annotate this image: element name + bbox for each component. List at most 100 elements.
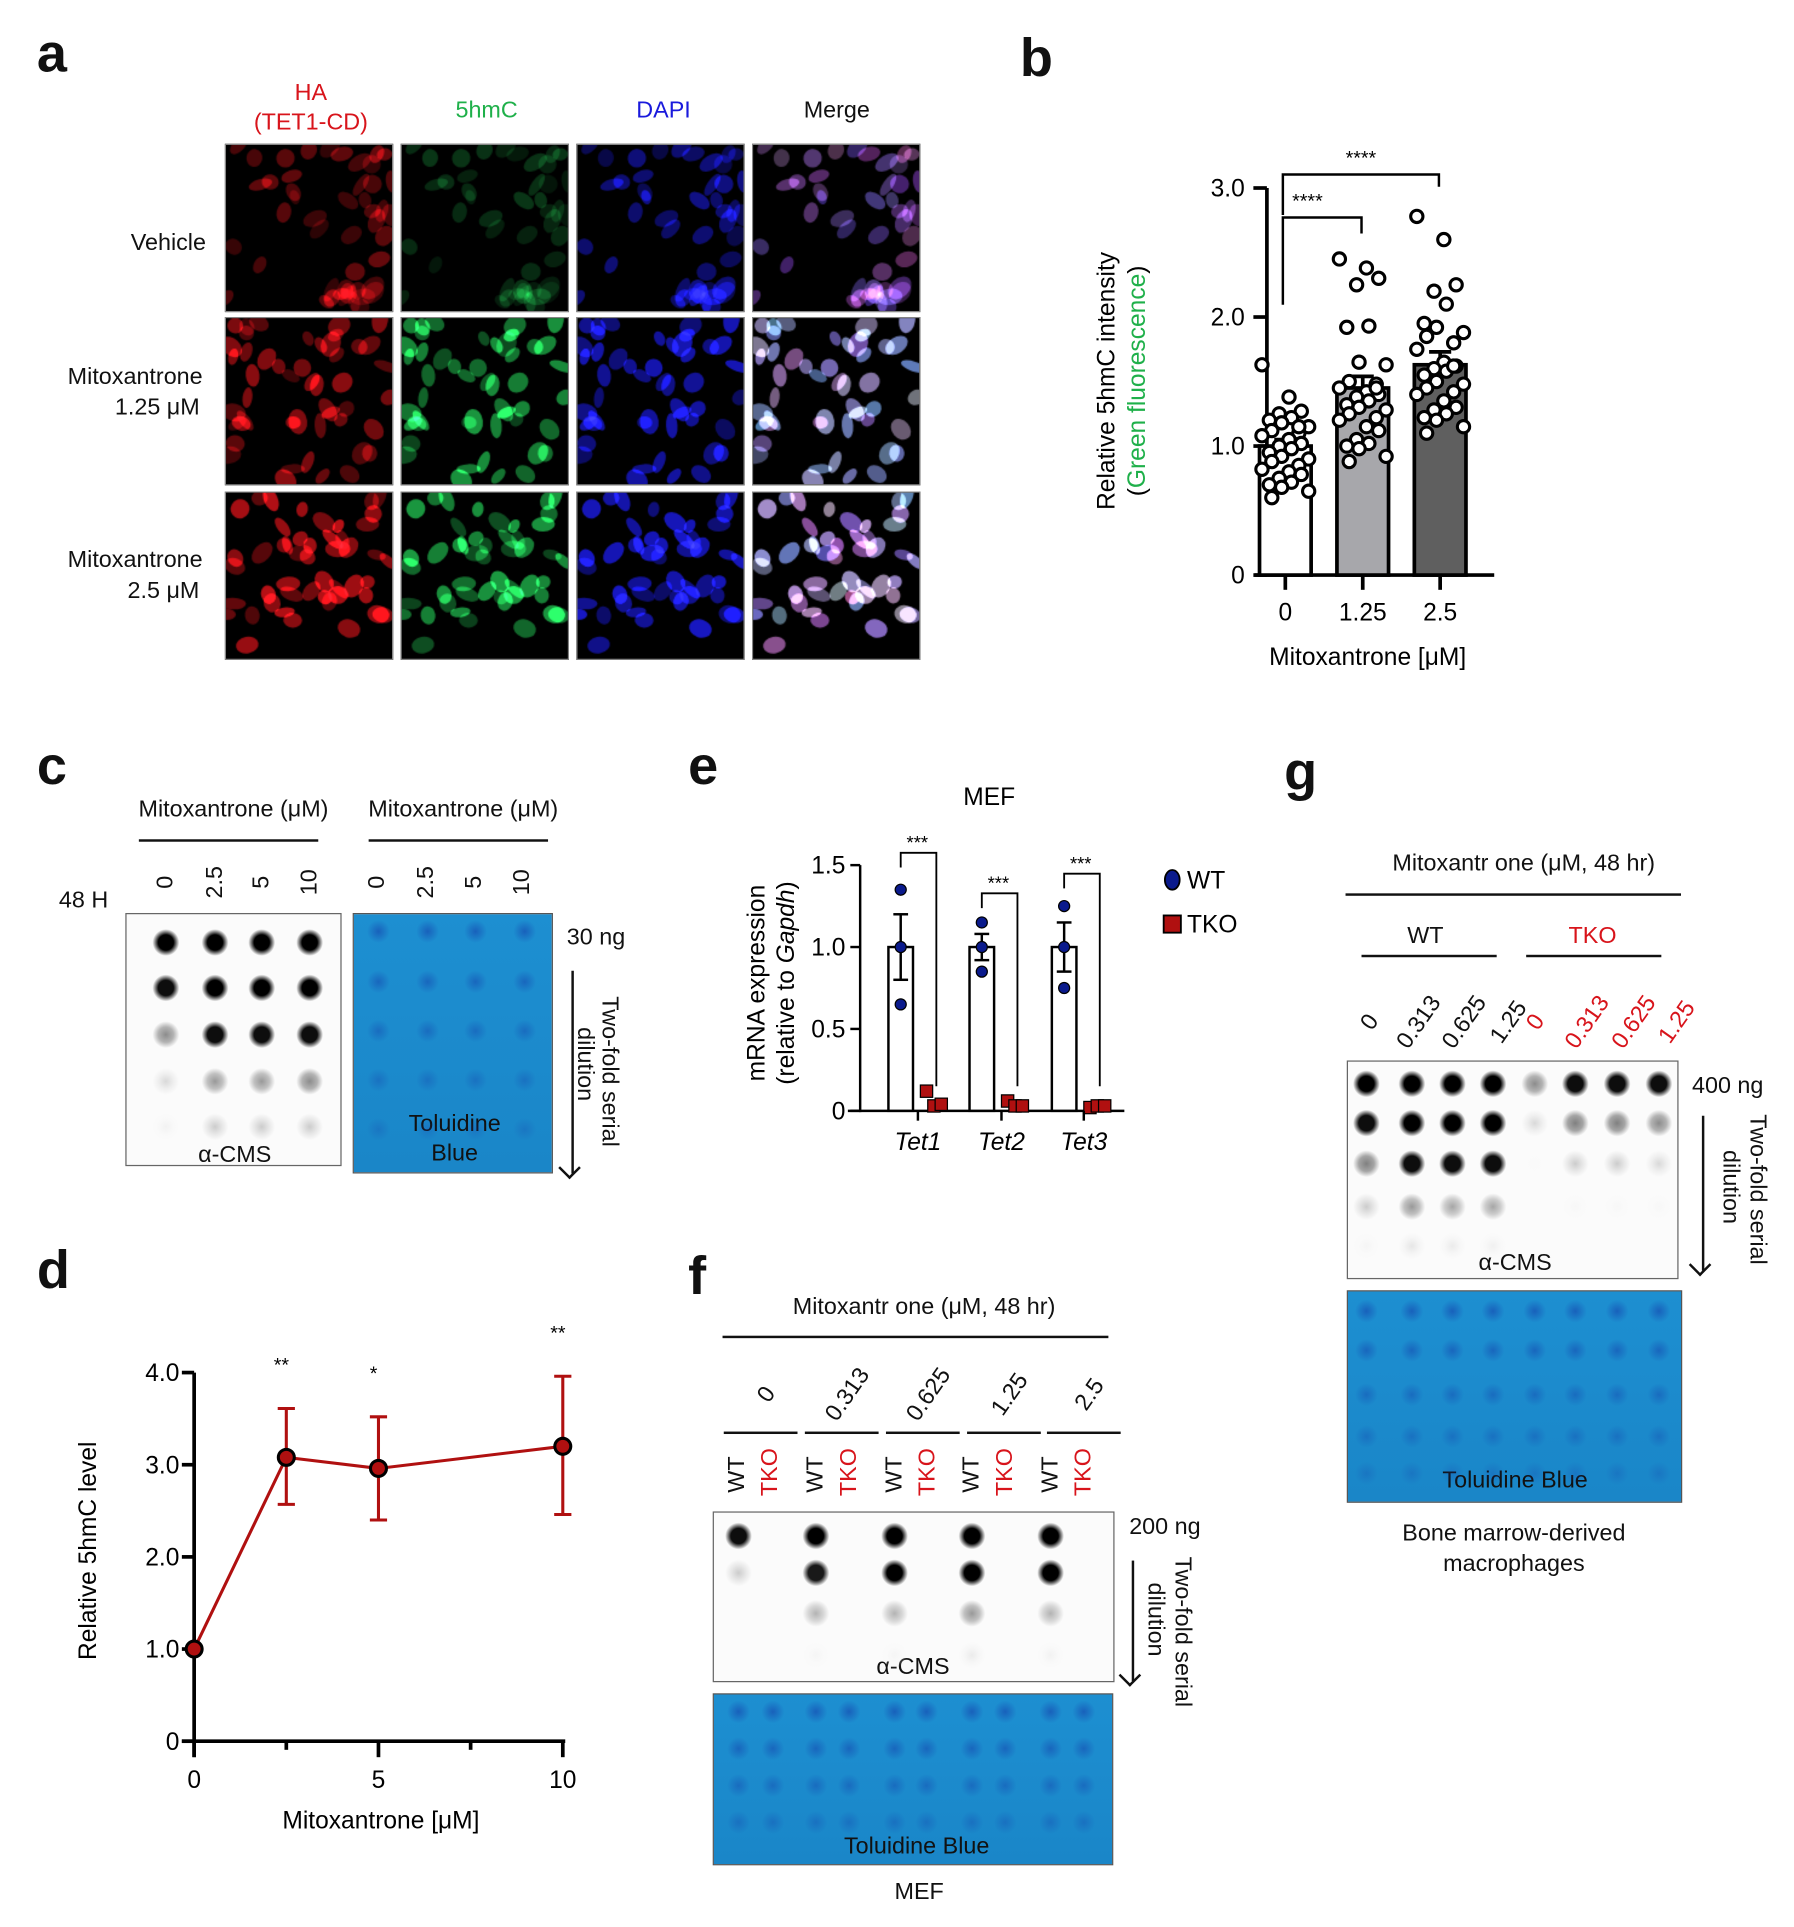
g-toluidine-dot (1645, 1381, 1673, 1409)
f-dot-blot: α-CMS (712, 1511, 1115, 1683)
f-blot-dot (958, 1641, 986, 1669)
f-tko-label: TKO (757, 1448, 784, 1497)
row-label-vehicle: Vehicle (130, 230, 206, 257)
f-wt-label: WT (881, 1456, 908, 1493)
g-toluidine-dot (1521, 1459, 1549, 1487)
g-amount: 400 ng (1691, 1073, 1764, 1100)
chart-d: 01.02.03.04.00 5 10** ***Mitoxantrone [μM]R… (75, 1322, 577, 1834)
g-caption-1: Bone marrow-derived (1402, 1520, 1626, 1547)
g-blot-dot (1479, 1150, 1507, 1178)
b-data-point (1348, 277, 1365, 293)
f-toluidine-dot (759, 1698, 787, 1726)
b-data-point (1409, 208, 1425, 225)
f-toluidine-dot (724, 1771, 753, 1799)
b-data-point (1261, 477, 1278, 493)
c-blot-dot (152, 1021, 180, 1049)
c-blot-dot (248, 974, 276, 1002)
c-blot-dot (296, 974, 324, 1002)
b-data-point (1436, 231, 1452, 248)
f-toluidine-blot: Toluidine Blue (712, 1693, 1114, 1866)
chart-e: MEF 0 0.5 1.0 1.5 Tet1 *** Tet2 *** Tet3 *** WT TKO m… (743, 784, 1237, 1156)
g-toluidine-dot (1561, 1336, 1589, 1364)
f-dose-rule (723, 1431, 798, 1435)
b-y-tick-label: 0 (1231, 563, 1245, 590)
g-blot-dot (1479, 1070, 1507, 1098)
f-stain-label: Toluidine Blue (843, 1833, 990, 1860)
d-y-tick-label: 2.0 (145, 1544, 179, 1571)
c-blot-dot (152, 928, 180, 957)
g-toluidine-dot (1352, 1422, 1380, 1450)
f-tko-label: TKO (836, 1448, 863, 1497)
b-data-point (1448, 277, 1464, 293)
b-data-point (1351, 440, 1367, 457)
e-y-tick-label: 1.0 (811, 935, 845, 962)
f-toluidine-dot (802, 1771, 830, 1799)
b-data-point (1339, 438, 1355, 454)
g-blot-dot (1645, 1070, 1673, 1098)
b-data-point (1416, 409, 1432, 426)
micrograph-ha-row3 (224, 491, 394, 660)
g-toluidine-dot (1561, 1422, 1589, 1450)
b-data-point (1428, 319, 1445, 336)
g-toluidine-dot (1561, 1381, 1589, 1409)
c-header-right: Mitoxantrone (μM) (368, 796, 559, 823)
f-toluidine-dot (912, 1698, 941, 1726)
micrograph-ha-row1 (224, 143, 394, 313)
c-blot-dot (152, 1113, 180, 1141)
b-data-point (1273, 415, 1290, 431)
g-toluidine-dot (1603, 1297, 1631, 1325)
b-data-point (1341, 453, 1357, 470)
g-blot-dot (1438, 1150, 1466, 1178)
f-toluidine-dot (724, 1808, 753, 1836)
f-blot-dot (724, 1559, 753, 1587)
d-data-point (368, 1458, 388, 1478)
b-data-point (1445, 384, 1462, 400)
c-down-arrow-icon (571, 970, 574, 1174)
f-header-rule (722, 1335, 1109, 1339)
g-toluidine-dot (1645, 1422, 1673, 1450)
e-significance-bracket (980, 892, 1019, 1087)
g-blot-dot (1521, 1109, 1549, 1137)
f-dose-rule (1046, 1431, 1121, 1435)
e-wt-point (1057, 940, 1071, 954)
g-blot-dot (1603, 1150, 1631, 1178)
g-toluidine-dot (1521, 1297, 1549, 1325)
b-x-tick-label: 1.25 (1339, 600, 1387, 627)
g-toluidine-dot (1398, 1297, 1426, 1325)
panel-a-letter: a (36, 23, 67, 84)
g-toluidine-dot (1479, 1336, 1507, 1364)
micrograph-dapi-row3 (576, 491, 745, 660)
micrograph-merge-row2 (752, 317, 921, 486)
g-toluidine-dot (1521, 1381, 1549, 1409)
f-header: Mitoxantr one (μM, 48 hr) (792, 1294, 1056, 1321)
ha-header-sub: (TET1-CD) (253, 109, 368, 136)
c-rule-right (368, 839, 549, 842)
c-blot-dot (201, 928, 229, 957)
e-x-tick-label: Tet2 (978, 1129, 1025, 1156)
f-toluidine-dot (1070, 1771, 1098, 1799)
f-toluidine-dot (724, 1735, 753, 1763)
g-header: Mitoxantr one (μM, 48 hr) (1392, 850, 1656, 877)
c-blot-dot (296, 928, 324, 957)
d-y-tick-label: 1.0 (145, 1637, 179, 1664)
c-rule-left (138, 839, 319, 842)
d-data-point (184, 1639, 204, 1659)
dapi-header: DAPI (636, 97, 691, 124)
f-blot-dot (958, 1559, 986, 1587)
e-legend-wt-marker (1163, 869, 1181, 891)
c-toluidine-dot (511, 968, 539, 996)
merge-header: Merge (803, 97, 870, 124)
b-data-point (1455, 324, 1472, 341)
f-blot-dot (1037, 1641, 1065, 1669)
f-toluidine-dot (958, 1698, 986, 1726)
f-blot-dot (1037, 1599, 1065, 1627)
d-x-tick-label: 5 (372, 1767, 386, 1794)
b-data-point (1418, 425, 1435, 441)
g-blot-dot (1479, 1232, 1507, 1260)
e-wt-point (894, 940, 907, 954)
e-tko-point (934, 1097, 949, 1112)
b-y-axis-label: Relative 5hmC intensity (1094, 251, 1121, 510)
c-stain-dose-label: 0 (364, 875, 391, 889)
b-data-point (1291, 419, 1307, 435)
f-toluidine-dot (958, 1735, 986, 1763)
